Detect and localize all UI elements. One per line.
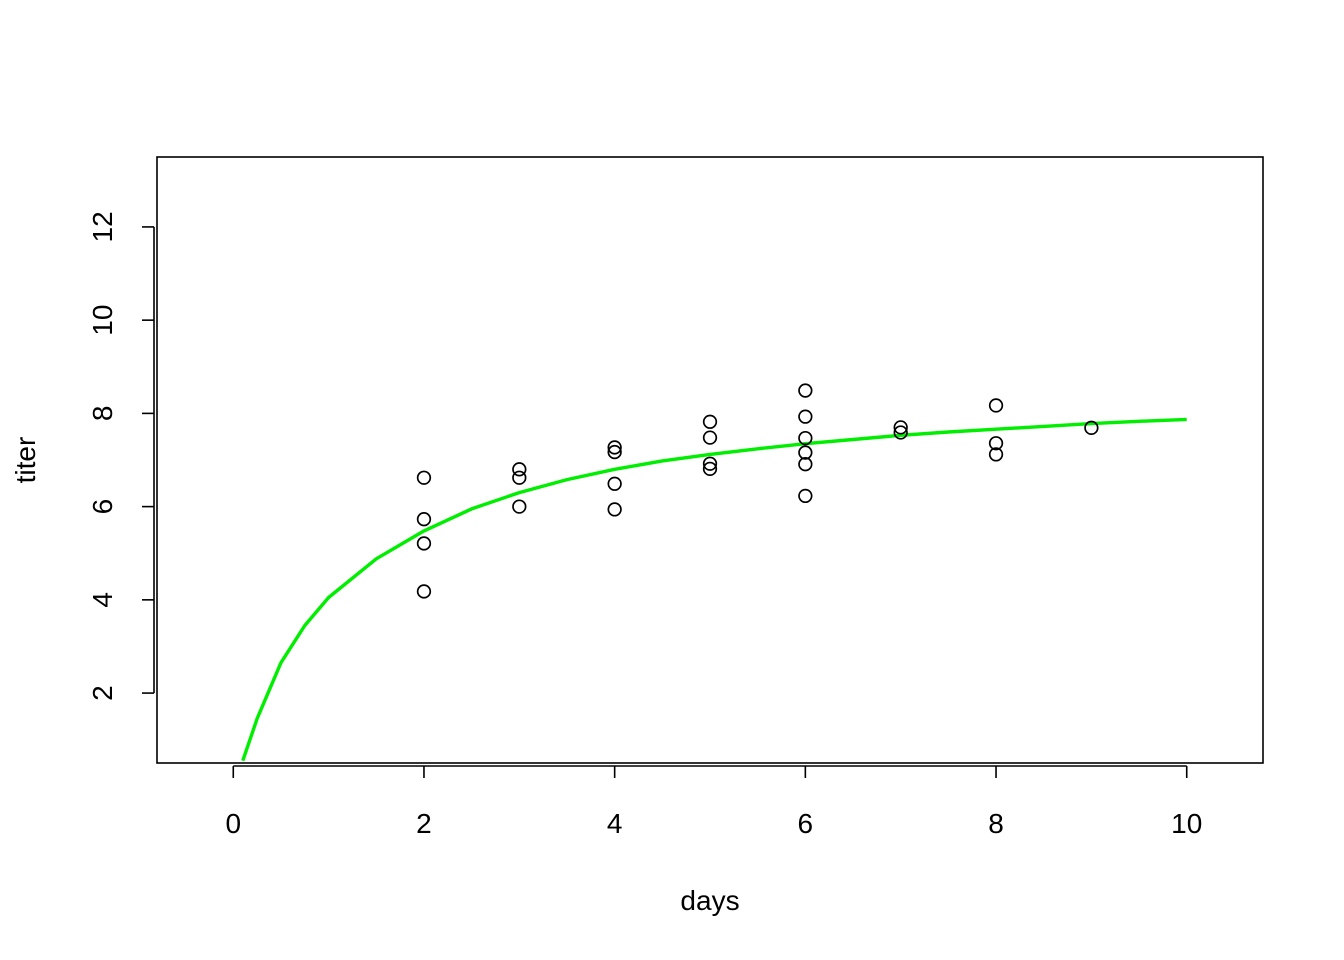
- x-tick-label: 0: [225, 808, 241, 839]
- data-point: [988, 447, 1004, 462]
- y-tick-label: 2: [87, 685, 118, 701]
- x-tick-label: 4: [607, 808, 623, 839]
- data-point: [416, 470, 432, 485]
- data-point: [988, 436, 1004, 451]
- data-point: [798, 445, 813, 460]
- x-tick-label: 10: [1171, 808, 1202, 839]
- y-axis: 2 4 6 8 10 12: [87, 211, 155, 701]
- data-point: [893, 425, 908, 440]
- data-point: [512, 470, 527, 485]
- y-tick-label: 6: [87, 499, 118, 515]
- fitted-curve: [241, 417, 1187, 762]
- data-point: [607, 476, 622, 491]
- plot-frame: [156, 156, 1264, 764]
- data-point: [702, 430, 718, 445]
- points-layer: [416, 383, 1099, 599]
- data-point: [416, 584, 432, 599]
- data-point: [607, 440, 622, 455]
- data-point: [702, 456, 718, 471]
- x-tick-label: 2: [416, 808, 432, 839]
- data-point: [607, 502, 622, 517]
- data-point: [702, 414, 718, 429]
- y-tick-label: 10: [87, 305, 118, 336]
- x-axis-label: days: [680, 885, 739, 916]
- y-tick-label: 8: [87, 406, 118, 422]
- data-point: [798, 457, 813, 472]
- data-point: [512, 499, 527, 514]
- data-point: [798, 383, 813, 398]
- x-tick-label: 8: [988, 808, 1004, 839]
- fitted-curve-layer: [241, 417, 1187, 762]
- x-tick-label: 6: [798, 808, 814, 839]
- data-point: [798, 430, 813, 446]
- y-axis-label: titer: [10, 437, 41, 484]
- data-point: [1084, 420, 1099, 435]
- data-point: [416, 512, 432, 527]
- y-tick-label: 4: [87, 592, 118, 608]
- data-point: [702, 461, 718, 477]
- data-point: [893, 420, 908, 435]
- y-tick-label: 12: [87, 211, 118, 242]
- data-point: [988, 398, 1004, 413]
- data-point: [798, 409, 813, 424]
- data-point: [607, 444, 622, 460]
- data-point: [416, 536, 432, 551]
- data-point: [512, 462, 527, 477]
- data-point: [798, 488, 813, 504]
- x-axis: 0 2 4 6 8 10: [225, 765, 1202, 839]
